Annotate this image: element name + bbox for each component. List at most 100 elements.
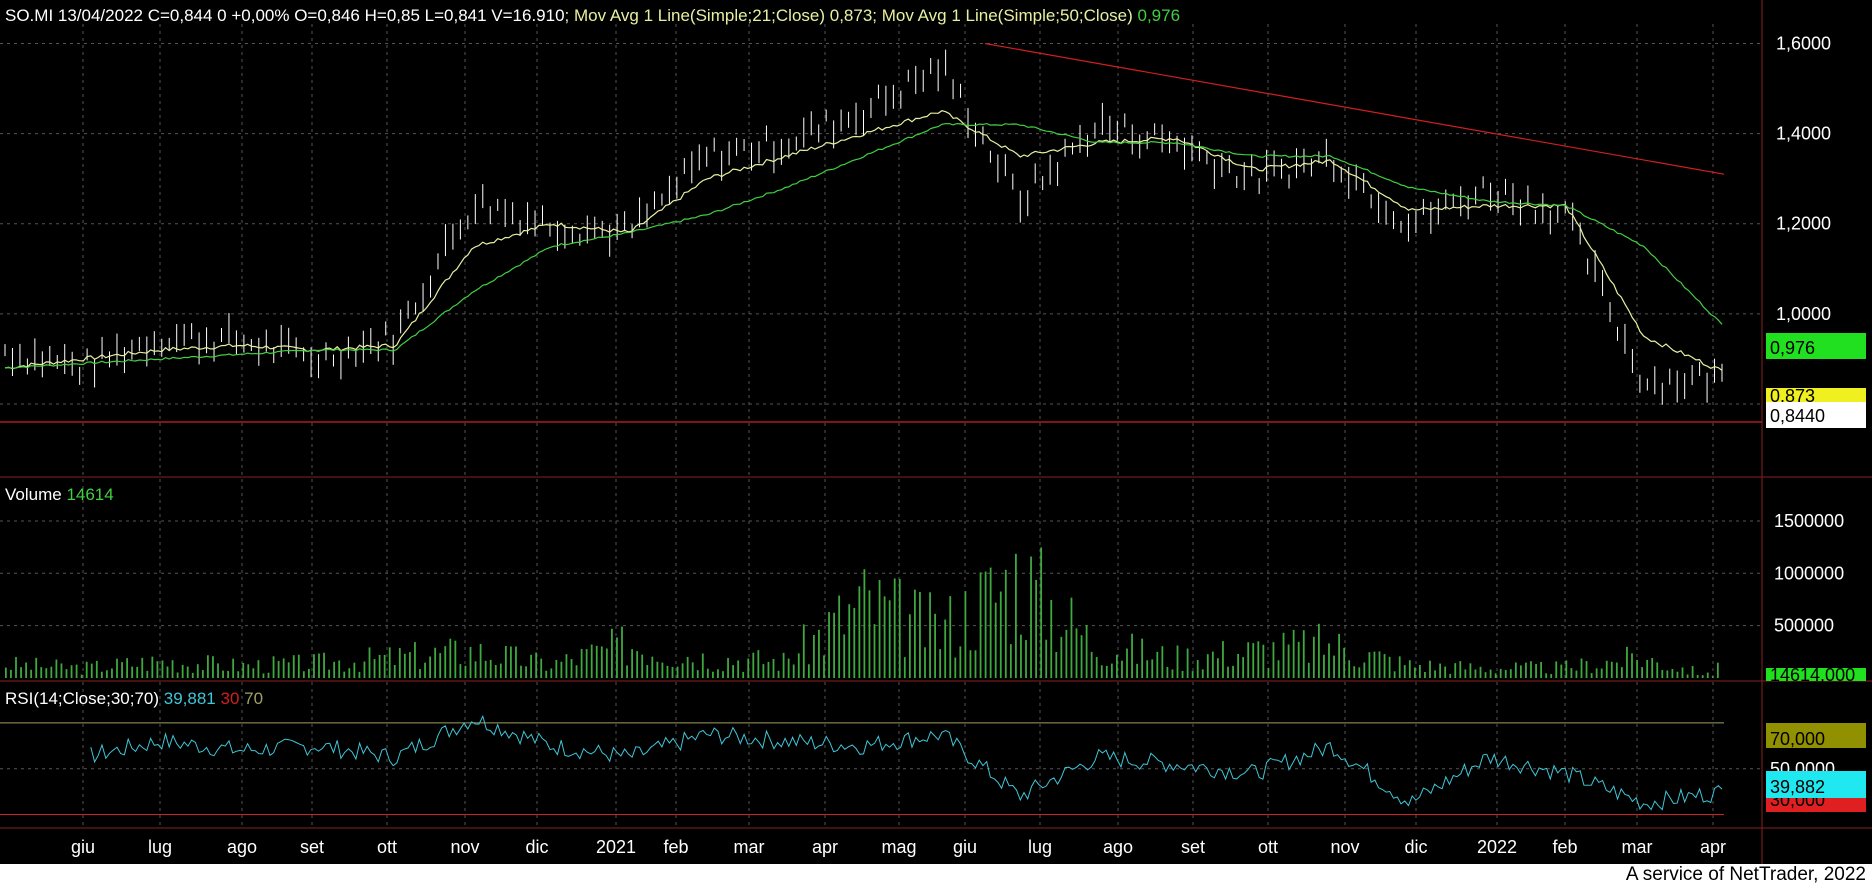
volume-bar bbox=[802, 624, 805, 678]
ma50-price-box bbox=[1766, 333, 1866, 359]
volume-bar bbox=[1408, 660, 1411, 678]
volume-bar bbox=[90, 663, 93, 678]
volume-bar bbox=[328, 669, 330, 678]
volume-bar bbox=[1413, 667, 1416, 678]
volume-bar bbox=[1565, 660, 1568, 678]
x-axis-label: ott bbox=[377, 837, 397, 857]
rsi-current-box-text: 39,882 bbox=[1770, 777, 1825, 797]
volume-bar bbox=[1252, 643, 1255, 678]
x-axis-label: ago bbox=[227, 837, 257, 857]
volume-bar bbox=[1060, 636, 1063, 678]
volume-bar bbox=[989, 567, 992, 678]
volume-bar bbox=[631, 649, 633, 678]
volume-bar bbox=[823, 655, 825, 678]
volume-bar bbox=[1181, 670, 1184, 678]
volume-bar bbox=[302, 671, 305, 678]
volume-bar bbox=[1156, 651, 1159, 678]
volume-bar bbox=[666, 665, 669, 678]
volume-bar bbox=[747, 658, 750, 678]
volume-bar bbox=[898, 578, 901, 678]
volume-bar bbox=[494, 664, 497, 678]
volume-bar bbox=[252, 668, 255, 678]
volume-bar bbox=[570, 659, 573, 678]
volume-bar bbox=[797, 653, 800, 678]
volume-bar bbox=[1504, 670, 1507, 678]
volume-bar bbox=[959, 646, 962, 678]
volume-bar bbox=[469, 646, 472, 678]
volume-bar bbox=[1191, 671, 1194, 678]
volume-bar bbox=[550, 668, 553, 678]
volume-bar bbox=[434, 647, 437, 678]
volume-bar bbox=[540, 658, 543, 678]
volume-header: Volume 14614 bbox=[5, 485, 114, 505]
volume-bar bbox=[1035, 579, 1037, 678]
volume-bar bbox=[1429, 660, 1431, 678]
volume-bar bbox=[1419, 664, 1421, 678]
volume-bar bbox=[1469, 663, 1472, 678]
volume-bar bbox=[1328, 643, 1330, 678]
volume-bar bbox=[868, 590, 871, 678]
volume-bar bbox=[45, 668, 48, 678]
volume-bar bbox=[807, 664, 810, 678]
volume-bar bbox=[873, 624, 876, 678]
volume-bar bbox=[1085, 624, 1088, 678]
ma50-label: ; Mov Avg 1 Line(Simple;50;Close) bbox=[872, 6, 1138, 25]
x-axis-label: apr bbox=[812, 837, 838, 857]
volume-bar bbox=[1201, 669, 1204, 678]
volume-bar bbox=[247, 664, 250, 678]
volume-bar bbox=[1585, 661, 1588, 678]
volume-bar bbox=[60, 663, 63, 678]
volume-bar bbox=[217, 663, 219, 678]
volume-bar bbox=[651, 656, 654, 678]
volume-bar bbox=[1454, 663, 1457, 678]
volume-bar bbox=[696, 670, 699, 678]
volume-bar bbox=[611, 628, 613, 678]
volume-bar bbox=[883, 596, 886, 678]
volume-bar bbox=[1398, 656, 1401, 678]
ma50-price-box-text: 0,976 bbox=[1770, 338, 1815, 358]
volume-bar bbox=[1626, 646, 1628, 678]
volume-bar bbox=[282, 658, 285, 678]
x-axis-label: lug bbox=[148, 837, 172, 857]
volume-bar bbox=[313, 654, 315, 678]
price-tick-label: 1,2000 bbox=[1776, 214, 1831, 234]
volume-bar bbox=[515, 646, 517, 678]
volume-bar bbox=[55, 659, 58, 678]
volume-bar bbox=[585, 649, 588, 678]
volume-bar bbox=[15, 656, 17, 678]
volume-bar bbox=[590, 644, 593, 678]
volume-bar bbox=[545, 670, 548, 678]
volume-bar bbox=[1600, 668, 1603, 678]
volume-bar bbox=[1388, 656, 1391, 678]
volume-bar bbox=[1514, 662, 1517, 678]
volume-bar bbox=[232, 658, 235, 678]
volume-bar bbox=[1686, 674, 1689, 678]
volume-bar bbox=[1338, 633, 1340, 678]
volume-bar bbox=[712, 671, 714, 678]
volume-bar bbox=[111, 668, 113, 678]
volume-bar bbox=[727, 657, 729, 678]
volume-bar bbox=[691, 662, 694, 678]
volume-bar bbox=[136, 666, 139, 678]
volume-bar bbox=[1171, 669, 1174, 678]
volume-bar bbox=[131, 666, 134, 678]
volume-bar bbox=[1535, 664, 1537, 678]
volume-bar bbox=[1403, 665, 1406, 678]
volume-bar bbox=[787, 658, 790, 678]
volume-bar bbox=[20, 667, 22, 678]
volume-bar bbox=[409, 652, 411, 678]
volume-bar bbox=[429, 656, 431, 678]
volume-bar bbox=[1297, 641, 1300, 678]
volume-bar bbox=[626, 665, 628, 678]
volume-bar bbox=[1459, 661, 1462, 678]
volume-bar bbox=[1282, 632, 1285, 678]
volume-bar bbox=[621, 626, 623, 678]
volume-bar bbox=[1464, 669, 1467, 678]
volume-bar bbox=[1666, 670, 1669, 678]
volume-bar bbox=[1525, 662, 1527, 678]
x-axis-label: giu bbox=[71, 837, 95, 857]
volume-bar bbox=[479, 643, 482, 678]
volume-bar bbox=[499, 663, 502, 678]
volume-bar bbox=[1383, 654, 1386, 678]
volume-bar bbox=[484, 660, 487, 678]
